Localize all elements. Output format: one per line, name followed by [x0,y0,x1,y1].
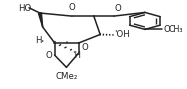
Text: CH₃: CH₃ [169,25,183,34]
Text: O: O [46,51,53,60]
Text: O: O [163,25,170,34]
Text: O: O [115,4,122,13]
Text: CMe₂: CMe₂ [55,72,78,81]
Text: O: O [81,43,88,52]
Text: O: O [68,3,75,12]
Text: H: H [35,36,42,45]
Text: 'OH: 'OH [114,30,130,39]
Text: 'H: 'H [72,51,81,60]
Text: HO: HO [18,4,31,13]
Polygon shape [39,13,43,27]
